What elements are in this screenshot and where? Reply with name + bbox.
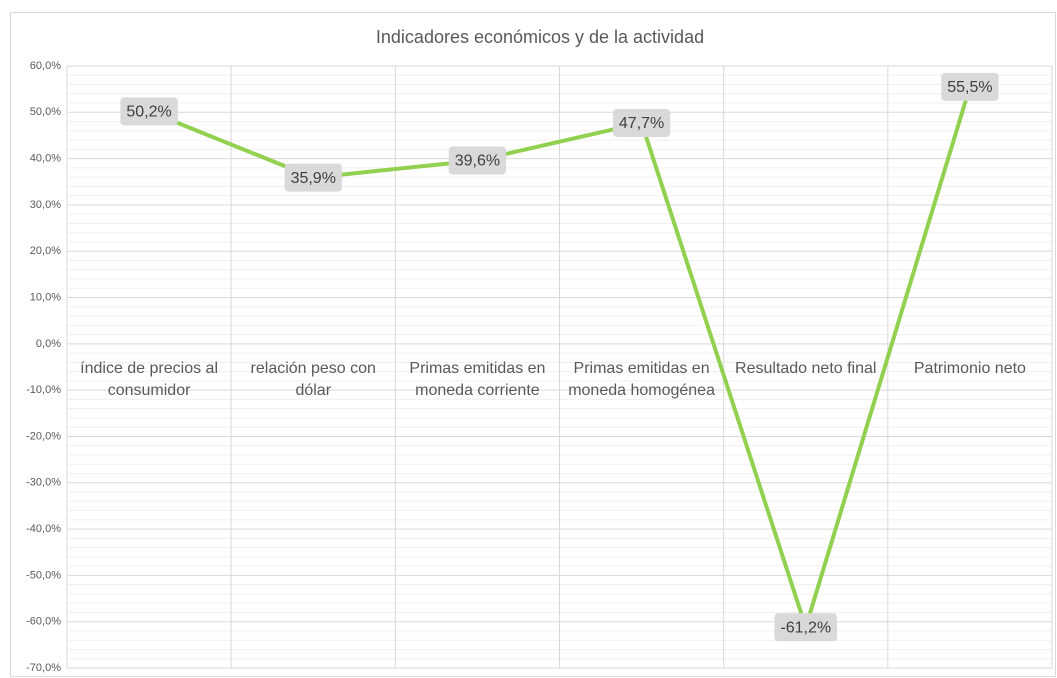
y-tick-label: 30,0% bbox=[30, 199, 61, 211]
x-tick-label: Primas emitidas en moneda corriente bbox=[409, 360, 545, 399]
data-label-text: 39,6% bbox=[455, 153, 500, 170]
data-label: 35,9% bbox=[284, 163, 342, 192]
y-tick-label: -10,0% bbox=[26, 384, 61, 396]
y-tick-label: -30,0% bbox=[26, 477, 61, 489]
data-label: -61,2% bbox=[774, 613, 838, 642]
x-tick-label: Resultado neto final bbox=[735, 360, 876, 377]
x-tick-label: índice de precios al consumidor bbox=[80, 360, 218, 399]
data-label: 55,5% bbox=[941, 72, 999, 101]
data-label-text: 50,2% bbox=[126, 104, 171, 121]
y-tick-label: -50,0% bbox=[26, 569, 61, 581]
y-tick-label: 10,0% bbox=[30, 291, 61, 303]
y-tick-label: 60,0% bbox=[30, 60, 61, 72]
y-tick-label: -40,0% bbox=[26, 523, 61, 535]
data-label-text: 55,5% bbox=[947, 79, 992, 96]
data-label-text: 35,9% bbox=[291, 170, 336, 187]
y-tick-label: 50,0% bbox=[30, 106, 61, 118]
data-label-box bbox=[774, 613, 838, 642]
y-tick-label: -70,0% bbox=[26, 662, 61, 674]
y-tick-label: 40,0% bbox=[30, 153, 61, 165]
data-label-text: -61,2% bbox=[780, 619, 831, 636]
x-tick-label: Primas emitidas en moneda homogénea bbox=[568, 360, 715, 399]
y-tick-label: 0,0% bbox=[36, 338, 61, 350]
x-tick-label: Patrimonio neto bbox=[914, 360, 1026, 377]
data-label: 50,2% bbox=[120, 97, 178, 126]
x-tick-label: relación peso con dólar bbox=[251, 360, 376, 399]
y-tick-label: -60,0% bbox=[26, 616, 61, 628]
data-label: 47,7% bbox=[612, 108, 671, 137]
data-label-box bbox=[612, 108, 671, 137]
chart-title: Indicadores económicos y de la actividad bbox=[376, 27, 704, 47]
data-label-box bbox=[448, 146, 507, 175]
y-tick-label: 20,0% bbox=[30, 245, 61, 257]
data-label-box bbox=[120, 97, 178, 126]
y-tick-label: -20,0% bbox=[26, 430, 61, 442]
data-label-box bbox=[284, 163, 342, 192]
data-label-box bbox=[941, 72, 999, 101]
data-label-text: 47,7% bbox=[619, 115, 664, 132]
data-label: 39,6% bbox=[448, 146, 507, 175]
